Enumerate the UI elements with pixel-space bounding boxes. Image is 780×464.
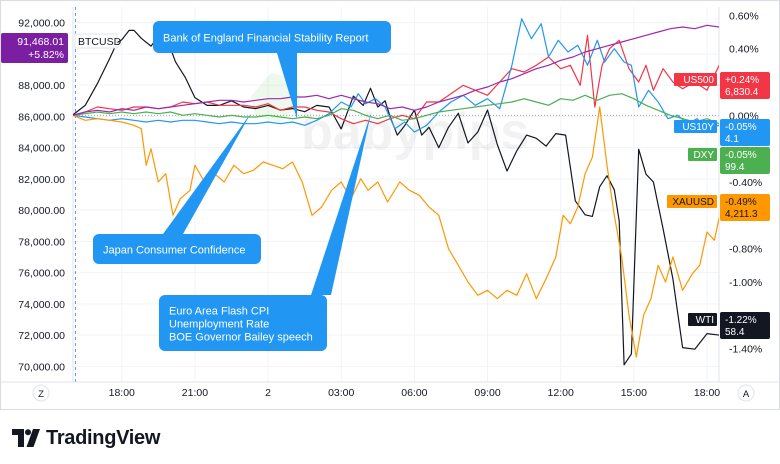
left-tick-label: 74,000.00 <box>18 299 65 311</box>
right-tick-label: -0.80% <box>729 244 762 256</box>
annotation-pointer-boe-report <box>277 53 297 119</box>
chart-frame: babypips Bank of England Financial Stabi… <box>0 0 780 410</box>
us500-symbol-label-bg <box>674 73 717 86</box>
btcusd-price-change: +5.82% <box>28 49 64 61</box>
right-tick-label: -1.40% <box>729 344 762 356</box>
us10y-price-value: 4.1 <box>725 134 739 145</box>
btcusd-symbol-label: BTCUSD <box>78 36 122 48</box>
right-tick-label: -1.00% <box>729 277 762 289</box>
left-tick-label: 84,000.00 <box>18 143 65 155</box>
x-tick-label: 03:00 <box>328 387 354 399</box>
dxy-symbol-label-bg <box>688 148 717 161</box>
left-tick-label: 82,000.00 <box>18 174 65 186</box>
annotation-box-boe-report <box>153 21 391 53</box>
us500-price-tag <box>720 72 770 99</box>
x-tick-label: 12:00 <box>548 387 574 399</box>
x-tick-label: 18:00 <box>109 387 135 399</box>
dxy-price-value: 99.4 <box>725 162 745 173</box>
annotation-pointer-japan-confidence <box>163 113 251 234</box>
xauusd-symbol-label-bg <box>667 195 717 208</box>
wti-symbol-label-bg <box>688 313 717 326</box>
annotation-text-euro-area: Euro Area Flash CPI <box>169 306 269 318</box>
btcusd-price-value: 91,468.01 <box>17 36 64 48</box>
annotation-text-boe-report: Bank of England Financial Stability Repo… <box>163 33 368 45</box>
left-tick-label: 86,000.00 <box>18 111 65 123</box>
annotation-text-euro-area: BOE Governor Bailey speech <box>169 332 313 344</box>
x-tick-label: 21:00 <box>182 387 208 399</box>
left-tick-label: 92,000.00 <box>18 18 65 30</box>
wti-price-change: -1.22% <box>725 315 757 326</box>
series-layer <box>73 18 719 366</box>
xauusd-symbol-label: XAUUSD <box>672 197 714 208</box>
us500-symbol-label: US500 <box>683 75 714 86</box>
us10y-price-change: -0.05% <box>725 122 757 133</box>
price-tags: 91,468.01+5.82% BTCUSD +0.24%6,830.4 US500 -… <box>1 33 770 339</box>
footer: TradingView <box>12 424 160 452</box>
series-line-us10y <box>73 18 719 133</box>
wti-symbol-label: WTI <box>696 315 714 326</box>
annotation-text-japan-confidence: Japan Consumer Confidence <box>103 245 245 257</box>
us10y-price-tag <box>720 119 770 146</box>
us10y-symbol-label: US10Y <box>682 122 714 133</box>
us500-price-value: 6,830.4 <box>725 87 759 98</box>
right-axis: 0.60%0.40%0.00%-0.40%-0.80%-1.00%-1.40% <box>729 10 762 355</box>
btcusd-price-tag <box>1 33 68 63</box>
dxy-symbol-label: DXY <box>693 150 714 161</box>
x-tick-label: 18:00 <box>694 387 720 399</box>
wti-price-value: 58.4 <box>725 327 745 338</box>
x-tick-label: 06:00 <box>401 387 427 399</box>
right-tick-label: -0.40% <box>729 177 762 189</box>
x-tick-label: 09:00 <box>474 387 500 399</box>
x-tick-label: 15:00 <box>621 387 647 399</box>
dxy-price-change: -0.05% <box>725 150 757 161</box>
left-tick-label: 80,000.00 <box>18 205 65 217</box>
x-axis-corner-right-bg <box>737 384 755 402</box>
xauusd-price-change: -0.49% <box>725 197 757 208</box>
series-line-purple-series <box>73 24 719 116</box>
x-tick-label: 2 <box>265 387 271 399</box>
series-line-xauusd <box>73 106 719 358</box>
x-axis-corner-left: Z <box>38 389 44 400</box>
annotation-text-euro-area: Unemployment Rate <box>169 319 269 331</box>
left-axis: 92,000.0090,000.0088,000.0086,000.0084,0… <box>18 18 65 374</box>
right-tick-label: 0.60% <box>729 10 759 22</box>
grid-layer <box>1 7 780 383</box>
left-tick-label: 70,000.00 <box>18 361 65 373</box>
annotation-box-euro-area <box>159 295 327 351</box>
x-axis-corner-left-bg <box>32 384 50 402</box>
xauusd-price-value: 4,211.3 <box>725 209 758 220</box>
left-tick-label: 72,000.00 <box>18 330 65 342</box>
chart-svg[interactable]: babypips Bank of England Financial Stabi… <box>1 1 780 411</box>
left-tick-label: 78,000.00 <box>18 236 65 248</box>
dxy-price-tag <box>720 147 770 174</box>
annotation-pointer-euro-area <box>311 113 371 295</box>
annotation-layer: Bank of England Financial Stability Repo… <box>93 21 391 351</box>
x-axis: 18:00 21:00 2 03:00 06:00 09:00 12:00 15:00 18:0… <box>32 384 755 402</box>
us500-price-change: +0.24% <box>725 75 759 86</box>
xauusd-price-tag <box>720 194 770 221</box>
tradingview-brand: TradingView <box>46 426 161 449</box>
series-line-dxy <box>73 93 719 125</box>
left-tick-label: 76,000.00 <box>18 268 65 280</box>
series-line-btcusd <box>73 29 719 366</box>
us10y-symbol-label-bg <box>674 120 717 133</box>
right-tick-label: 0.40% <box>729 44 759 56</box>
annotation-box-japan-confidence <box>93 234 261 264</box>
wti-price-tag <box>720 312 770 339</box>
x-axis-corner-right: A <box>743 389 750 400</box>
btcusd-symbol-label-bg <box>74 33 118 49</box>
tradingview-logo-icon <box>12 429 40 447</box>
left-tick-label: 88,000.00 <box>18 80 65 92</box>
